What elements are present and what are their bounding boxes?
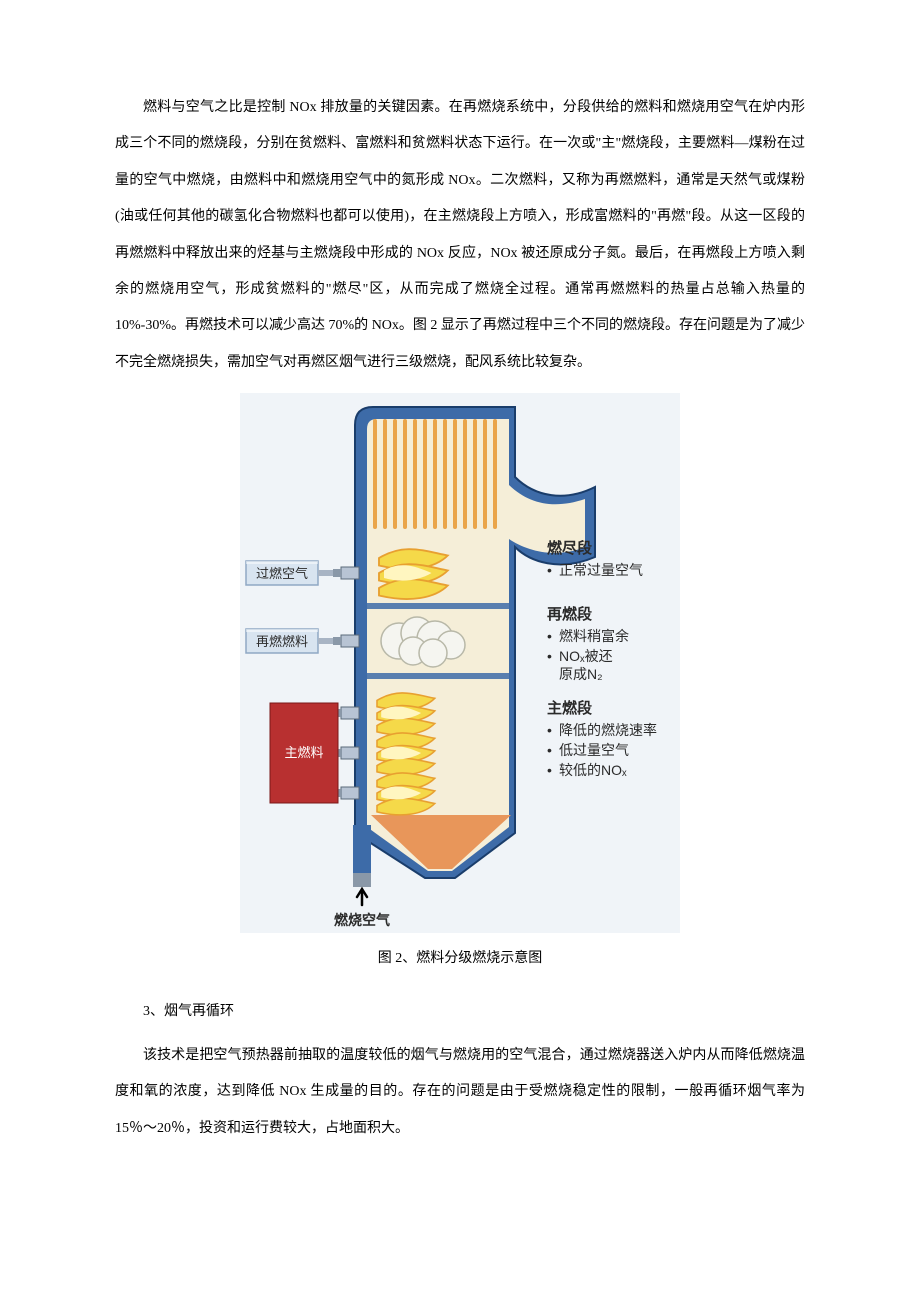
diagram-container: 过燃空气再燃燃料主燃料燃烧空气 燃尽段 • 正常过量空气再燃段 • 燃料稍富余 • NOₓ被还… [115, 393, 805, 933]
svg-text:较低的NOₓ: 较低的NOₓ [559, 762, 627, 778]
svg-text:•: • [547, 722, 552, 738]
svg-text:主燃段: 主燃段 [547, 699, 592, 717]
body-paragraph-1: 燃料与空气之比是控制 NOx 排放量的关键因素。在再燃烧系统中，分段供给的燃料和… [115, 90, 805, 381]
reburn-diagram: 过燃空气再燃燃料主燃料燃烧空气 燃尽段 • 正常过量空气再燃段 • 燃料稍富余 • NOₓ被还… [240, 393, 680, 933]
svg-text:原成N₂: 原成N₂ [559, 666, 603, 682]
svg-text:降低的燃烧速率: 降低的燃烧速率 [559, 722, 657, 738]
svg-text:•: • [547, 742, 552, 758]
svg-text:燃烧空气: 燃烧空气 [334, 912, 390, 928]
svg-text:•: • [547, 762, 552, 778]
svg-text:低过量空气: 低过量空气 [559, 742, 629, 758]
svg-text:燃料稍富余: 燃料稍富余 [559, 628, 629, 644]
svg-text:•: • [547, 562, 552, 578]
figure-caption: 图 2、燃料分级燃烧示意图 [115, 941, 805, 977]
section-heading-3: 3、烟气再循环 [115, 994, 805, 1030]
body-paragraph-2: 该技术是把空气预热器前抽取的温度较低的烟气与燃烧用的空气混合，通过燃烧器送入炉内… [115, 1038, 805, 1147]
svg-text:NOₓ被还: NOₓ被还 [559, 648, 613, 664]
svg-text:正常过量空气: 正常过量空气 [559, 562, 643, 578]
svg-text:•: • [547, 628, 552, 644]
svg-text:主燃料: 主燃料 [284, 745, 323, 760]
svg-text:再燃燃料: 再燃燃料 [256, 634, 308, 649]
svg-text:•: • [547, 648, 552, 664]
svg-text:过燃空气: 过燃空气 [256, 566, 308, 581]
svg-text:燃尽段: 燃尽段 [547, 539, 592, 557]
svg-text:再燃段: 再燃段 [547, 605, 592, 623]
